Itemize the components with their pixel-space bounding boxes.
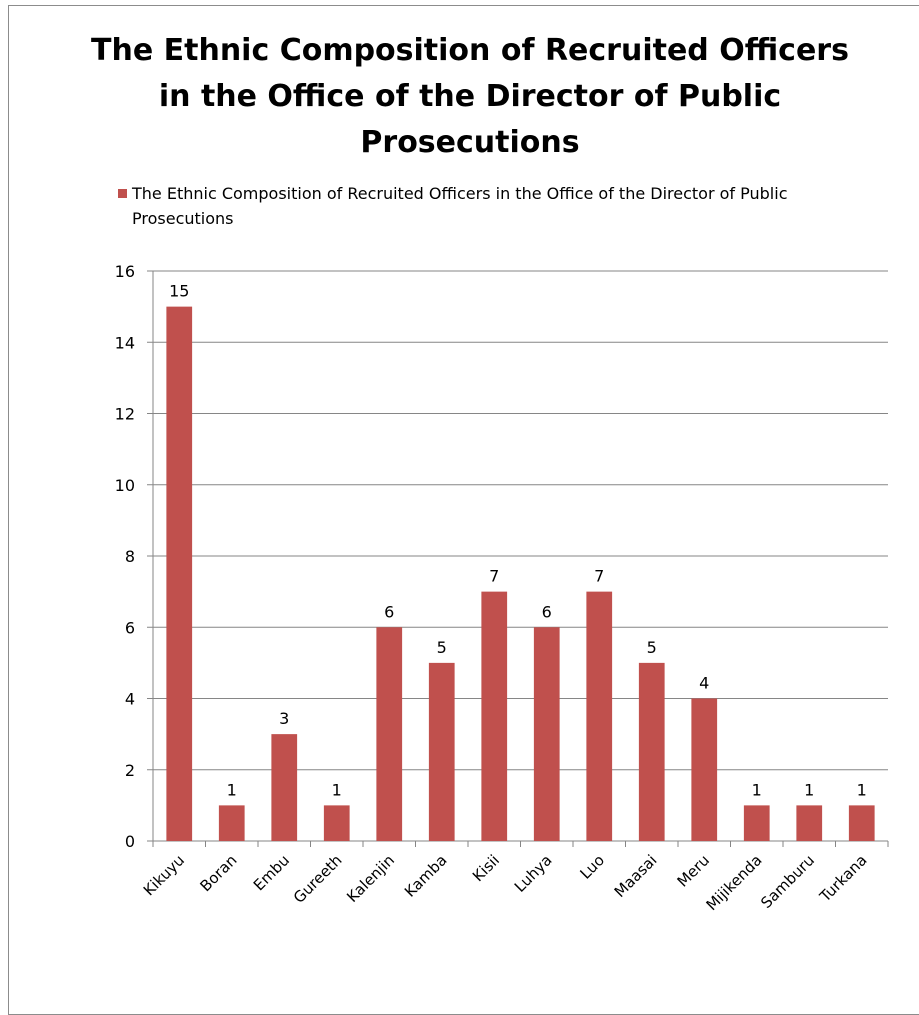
data-label: 1 [332,780,342,799]
data-label: 1 [804,780,814,799]
chart-title-line: The Ethnic Composition of Recruited Offi… [91,33,849,68]
x-tick-label: Boran [196,851,240,895]
bar [323,805,350,841]
x-tick-label: Luo [576,851,608,883]
data-label: 1 [752,780,762,799]
legend-label: The Ethnic Composition of Recruited Offi… [132,184,788,228]
bar [218,805,245,841]
data-label: 6 [384,602,394,621]
data-label: 1 [227,780,237,799]
bar [533,627,560,841]
bar [166,306,193,841]
x-tick-label: Meru [674,851,713,890]
x-tick-label: Embu [250,851,293,894]
y-tick-label: 0 [125,832,135,851]
data-label: 5 [437,638,447,657]
data-label: 4 [699,674,709,693]
data-label: 5 [647,638,657,657]
y-tick-label: 8 [125,547,135,566]
x-tick-label: Kalenjin [343,851,398,906]
data-label: 7 [594,567,604,586]
y-tick-label: 12 [115,405,135,424]
chart-title-line: Prosecutions [360,125,580,160]
x-tick-label: Kikuyu [140,851,188,899]
y-tick-label: 14 [115,333,135,352]
bar [743,805,770,841]
data-label: 6 [542,602,552,621]
x-tick-label: Turkana [816,851,871,906]
x-tick-label: Mijikenda [703,851,766,914]
bar [481,591,508,841]
bar [848,805,875,841]
bar [376,627,403,841]
x-tick-label: Samburu [757,851,818,912]
bar [796,805,823,841]
bar [271,734,298,841]
x-tick-label: Kisii [469,851,503,885]
x-tick-label: Gureeth [290,851,346,907]
x-tick-label: Maasai [611,851,661,901]
data-label: 15 [169,282,189,301]
chart-title: The Ethnic Composition of Recruited Offi… [60,28,880,166]
bar [691,698,718,841]
data-label: 1 [857,780,867,799]
data-label: 3 [279,709,289,728]
y-tick-label: 10 [115,476,135,495]
x-tick-label: Kamba [401,851,451,901]
y-tick-label: 2 [125,761,135,780]
y-tick-label: 6 [125,618,135,637]
bar [428,662,455,841]
data-label: 7 [489,567,499,586]
x-tick-label: Luhya [511,851,556,896]
y-tick-label: 4 [125,690,135,709]
chart-title-line: in the Office of the Director of Public [158,79,782,114]
y-tick-label: 16 [115,262,135,281]
chart-legend: The Ethnic Composition of Recruited Offi… [118,181,878,231]
bar [586,591,613,841]
bar [638,662,665,841]
legend-swatch [118,189,127,198]
